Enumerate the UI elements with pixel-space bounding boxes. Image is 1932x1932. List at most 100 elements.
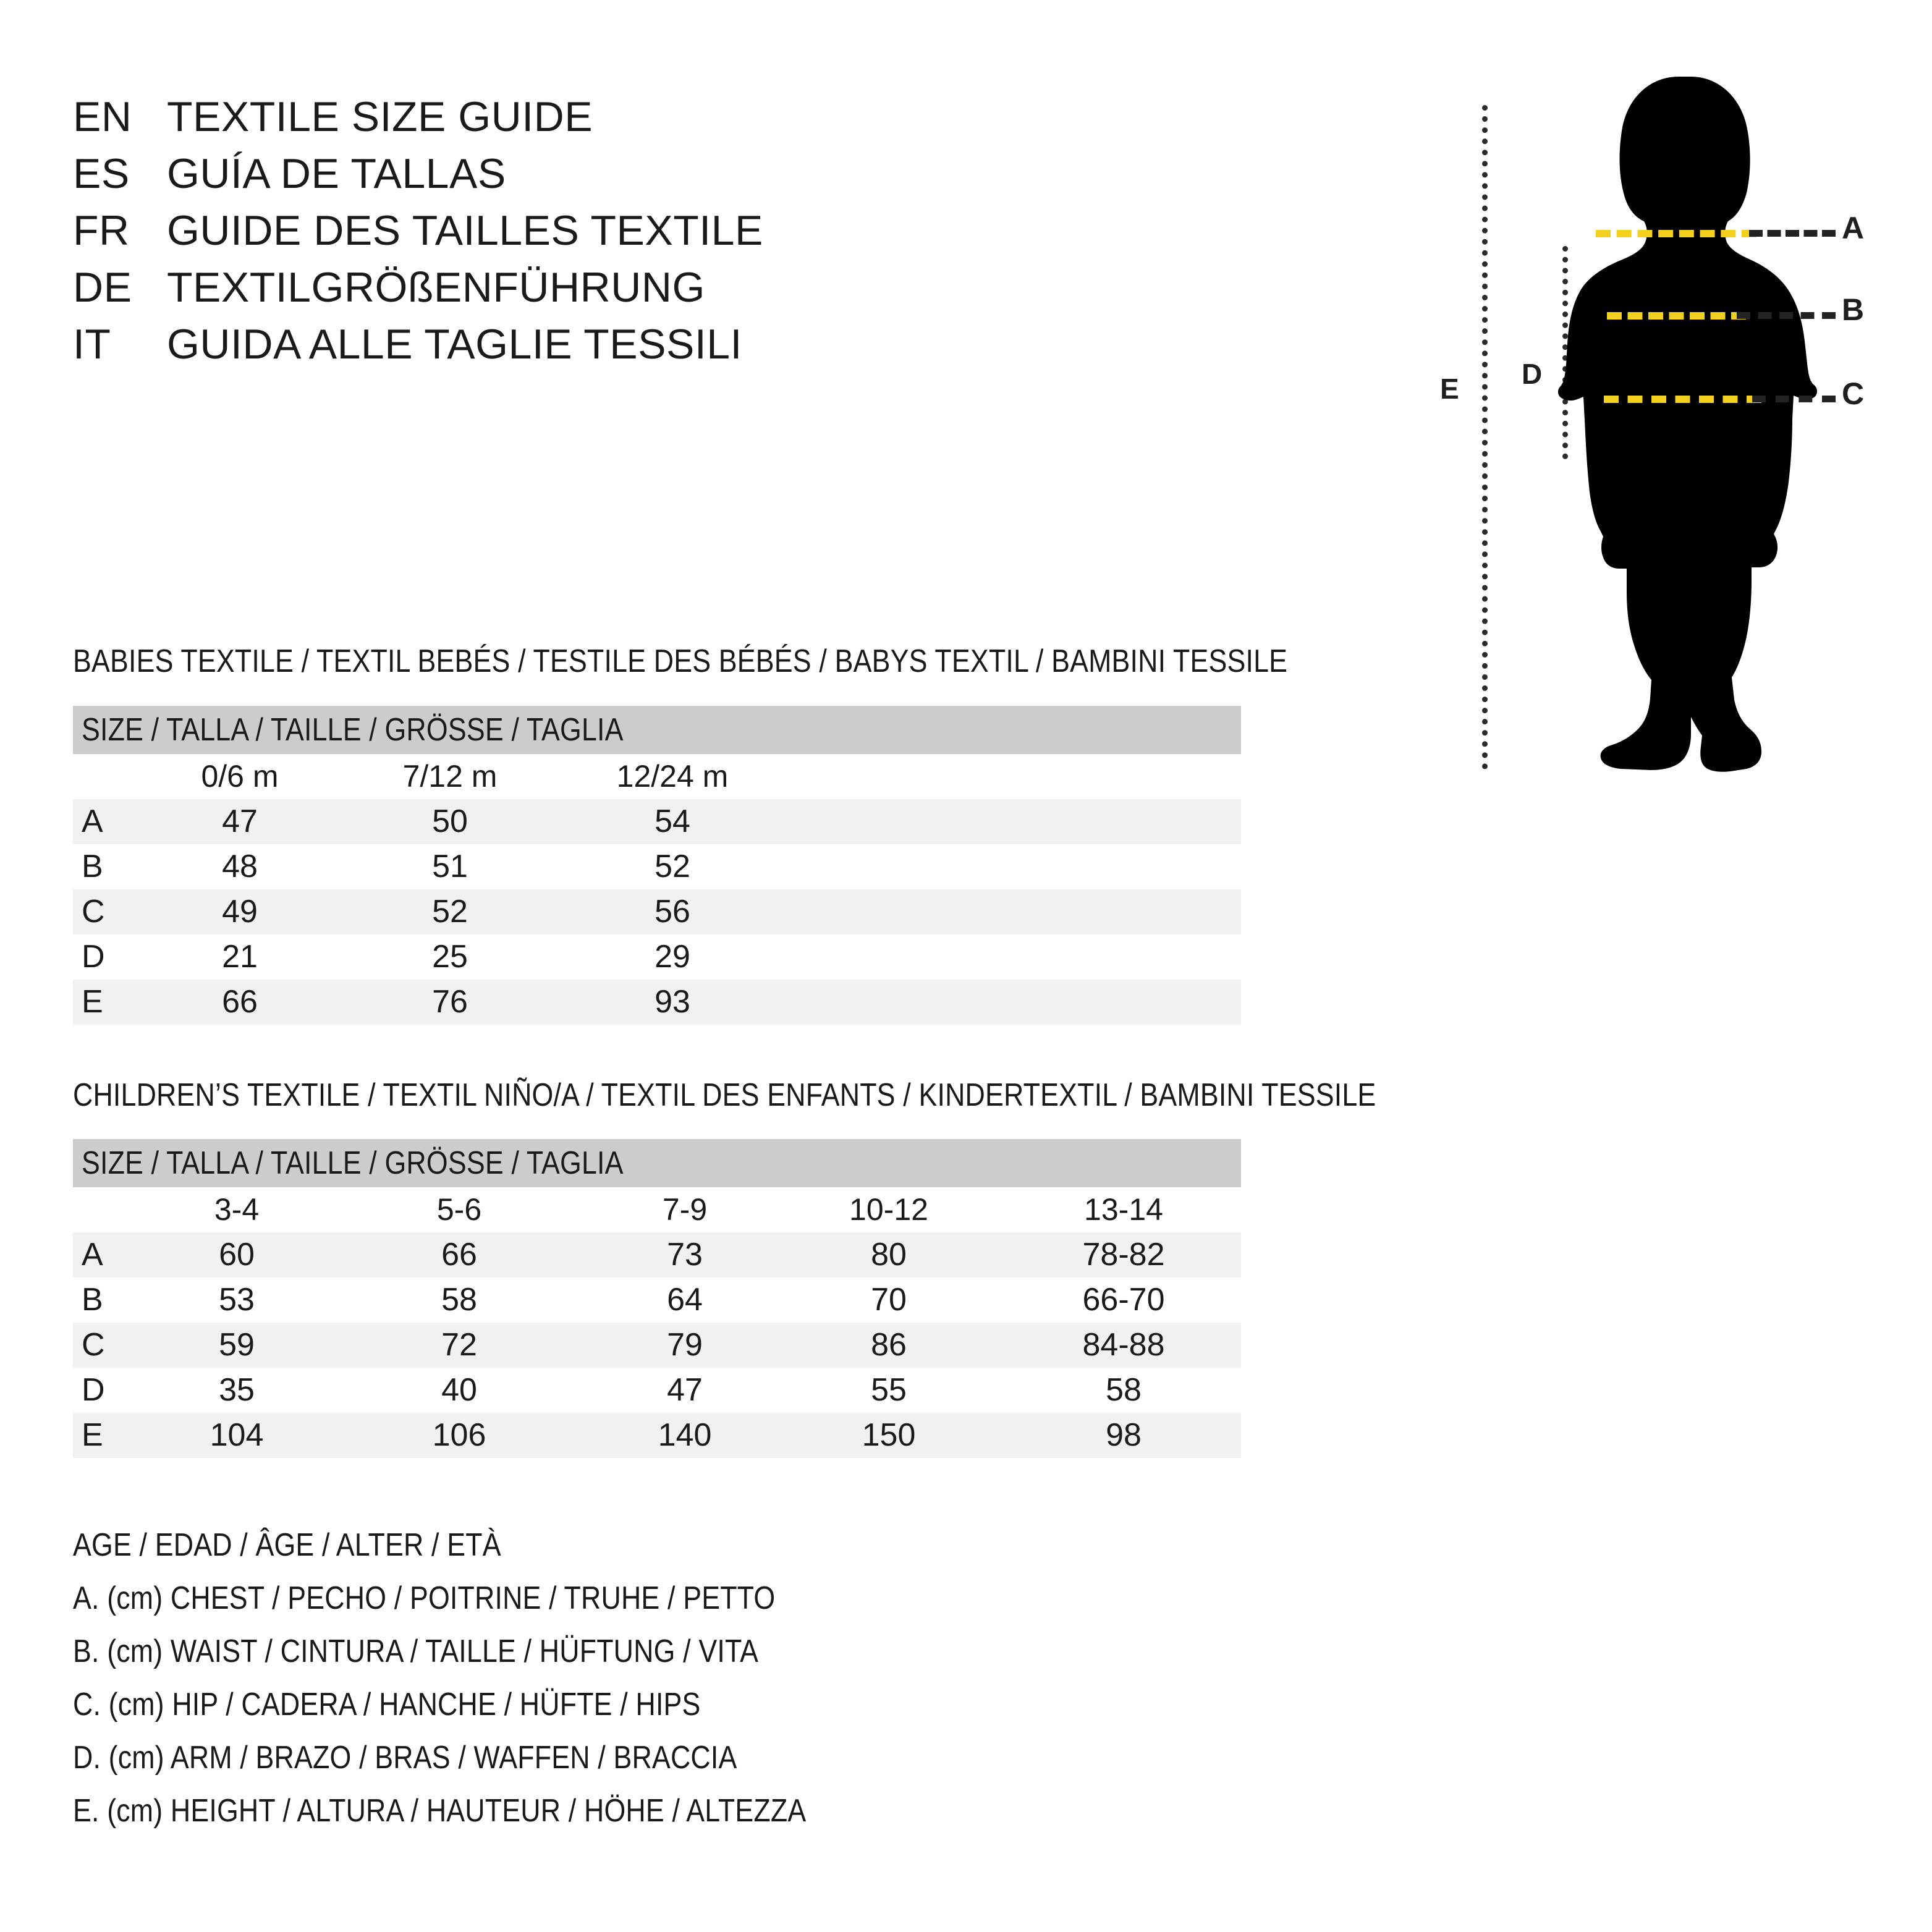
children-cell-c-0: 59 <box>219 1327 255 1363</box>
babies-cell-e-1: 76 <box>432 984 468 1020</box>
measurement-legend: AGE / EDAD / ÂGE / ALTER / ETÀ A. (cm) C… <box>73 1527 1309 1845</box>
children-row-label-a: A <box>82 1237 103 1273</box>
babies-cell-b-0: 48 <box>222 849 258 884</box>
babies-cell-d-0: 21 <box>222 939 258 975</box>
legend-line-chest: A. (cm) CHEST / PECHO / POITRINE / TRUHE… <box>73 1580 776 1616</box>
legend-line-age: AGE / EDAD / ÂGE / ALTER / ETÀ <box>73 1527 501 1563</box>
legend-line-height: E. (cm) HEIGHT / ALTURA / HAUTEUR / HÖHE… <box>73 1793 807 1829</box>
figure-label-a: A <box>1842 211 1865 245</box>
children-cell-e-2: 140 <box>658 1417 712 1453</box>
children-row-label-c: C <box>82 1327 105 1363</box>
hip-measure-line-icon <box>1604 396 1761 403</box>
children-row-a: A 60 66 73 80 78-82 <box>73 1232 1241 1277</box>
babies-cell-b-2: 52 <box>655 849 690 884</box>
figure-label-d: D <box>1522 358 1543 390</box>
children-row-d: D 35 40 47 55 58 <box>73 1368 1241 1413</box>
children-cell-d-4: 58 <box>1106 1372 1142 1408</box>
children-row-label-e: E <box>82 1417 103 1453</box>
guide-title-en: TEXTILE SIZE GUIDE <box>167 93 593 140</box>
children-cell-a-3: 80 <box>871 1237 907 1273</box>
children-table-banner: SIZE / TALLA / TAILLE / GRÖSSE / TAGLIA <box>73 1139 1241 1187</box>
children-cell-b-1: 58 <box>441 1282 477 1318</box>
children-row-label-b: B <box>82 1282 103 1318</box>
guide-title-fr: GUIDE DES TAILLES TEXTILE <box>167 207 763 254</box>
children-cell-e-3: 150 <box>862 1417 916 1453</box>
language-code-de: DE <box>73 264 132 311</box>
babies-cell-b-1: 51 <box>432 849 468 884</box>
babies-cell-d-1: 25 <box>432 939 468 975</box>
children-section-heading: CHILDREN’S TEXTILE / TEXTIL NIÑO/A / TEX… <box>73 1077 1376 1113</box>
figure-label-e: E <box>1440 373 1459 405</box>
arm-guide-line-icon <box>1562 246 1568 459</box>
babies-table-banner: SIZE / TALLA / TAILLE / GRÖSSE / TAGLIA <box>73 706 1241 754</box>
language-code-es: ES <box>73 150 130 197</box>
babies-row-b: B 48 51 52 <box>73 844 1241 889</box>
children-col-header-1: 5-6 <box>436 1192 482 1227</box>
chest-measure-line-icon <box>1596 230 1756 237</box>
legend-line-arm: D. (cm) ARM / BRAZO / BRAS / WAFFEN / BR… <box>73 1740 737 1776</box>
children-col-header-4: 13-14 <box>1084 1192 1163 1227</box>
children-row-e: E 104 106 140 150 98 <box>73 1413 1241 1458</box>
figure-label-c: C <box>1842 376 1865 411</box>
children-row-c: C 59 72 79 86 84-88 <box>73 1323 1241 1368</box>
babies-row-d: D 21 25 29 <box>73 934 1241 980</box>
child-silhouette-icon <box>1558 77 1817 772</box>
children-cell-b-3: 70 <box>871 1282 907 1318</box>
babies-column-header-row: 0/6 m 7/12 m 12/24 m <box>73 754 1241 799</box>
babies-table-banner-text: SIZE / TALLA / TAILLE / GRÖSSE / TAGLIA <box>82 712 624 748</box>
guide-title-es: GUÍA DE TALLAS <box>167 150 506 197</box>
children-cell-b-0: 53 <box>219 1282 255 1318</box>
title-row-fr: FR GUIDE DES TAILLES TEXTILE <box>73 206 1185 263</box>
children-cell-b-4: 66-70 <box>1082 1282 1165 1318</box>
babies-row-label-c: C <box>82 894 105 930</box>
babies-size-table: SIZE / TALLA / TAILLE / GRÖSSE / TAGLIA … <box>73 706 1241 1025</box>
babies-row-c: C 49 52 56 <box>73 889 1241 934</box>
children-cell-d-3: 55 <box>871 1372 907 1408</box>
chest-leader-line-icon <box>1749 230 1836 237</box>
language-code-en: EN <box>73 93 132 140</box>
children-row-b: B 53 58 64 70 66-70 <box>73 1277 1241 1323</box>
legend-line-hip: C. (cm) HIP / CADERA / HANCHE / HÜFTE / … <box>73 1687 701 1722</box>
children-size-table: SIZE / TALLA / TAILLE / GRÖSSE / TAGLIA … <box>73 1139 1241 1458</box>
children-cell-a-2: 73 <box>667 1237 703 1273</box>
babies-row-label-d: D <box>82 939 105 975</box>
guide-title-it: GUIDA ALLE TAGLIE TESSILI <box>167 321 742 368</box>
babies-col-header-2: 12/24 m <box>616 759 729 794</box>
children-column-header-row: 3-4 5-6 7-9 10-12 13-14 <box>73 1187 1241 1232</box>
babies-section-heading: BABIES TEXTILE / TEXTIL BEBÉS / TESTILE … <box>73 643 1288 679</box>
children-col-header-0: 3-4 <box>214 1192 260 1227</box>
babies-row-label-b: B <box>82 849 103 884</box>
title-row-it: IT GUIDA ALLE TAGLIE TESSILI <box>73 320 1185 377</box>
guide-title-de: TEXTILGRÖßENFÜHRUNG <box>167 264 705 311</box>
babies-row-e: E 66 76 93 <box>73 980 1241 1025</box>
children-cell-e-4: 98 <box>1106 1417 1142 1453</box>
children-cell-c-1: 72 <box>441 1327 477 1363</box>
babies-cell-a-0: 47 <box>222 803 258 839</box>
figure-label-b: B <box>1842 292 1865 327</box>
title-row-en: EN TEXTILE SIZE GUIDE <box>73 93 1185 150</box>
children-table-banner-text: SIZE / TALLA / TAILLE / GRÖSSE / TAGLIA <box>82 1145 624 1181</box>
babies-col-header-1: 7/12 m <box>402 759 498 794</box>
children-cell-b-2: 64 <box>667 1282 703 1318</box>
title-row-de: DE TEXTILGRÖßENFÜHRUNG <box>73 263 1185 320</box>
children-cell-e-1: 106 <box>432 1417 486 1453</box>
babies-cell-e-2: 93 <box>655 984 690 1020</box>
babies-cell-a-1: 50 <box>432 803 468 839</box>
language-code-fr: FR <box>73 207 130 254</box>
babies-row-label-a: A <box>82 803 103 839</box>
babies-col-header-0: 0/6 m <box>201 759 279 794</box>
children-cell-e-0: 104 <box>210 1417 264 1453</box>
babies-cell-c-1: 52 <box>432 894 468 930</box>
waist-measure-line-icon <box>1607 312 1746 320</box>
children-cell-a-1: 66 <box>441 1237 477 1273</box>
language-title-block: EN TEXTILE SIZE GUIDE ES GUÍA DE TALLAS … <box>73 93 1185 377</box>
babies-cell-d-2: 29 <box>655 939 690 975</box>
children-cell-d-0: 35 <box>219 1372 255 1408</box>
babies-cell-c-2: 56 <box>655 894 690 930</box>
measurement-figure-panel: E D A B C <box>1415 74 1922 773</box>
children-col-header-2: 7-9 <box>662 1192 708 1227</box>
children-cell-d-1: 40 <box>441 1372 477 1408</box>
height-guide-line-icon <box>1482 105 1488 769</box>
children-col-header-3: 10-12 <box>849 1192 928 1227</box>
language-code-it: IT <box>73 321 111 368</box>
